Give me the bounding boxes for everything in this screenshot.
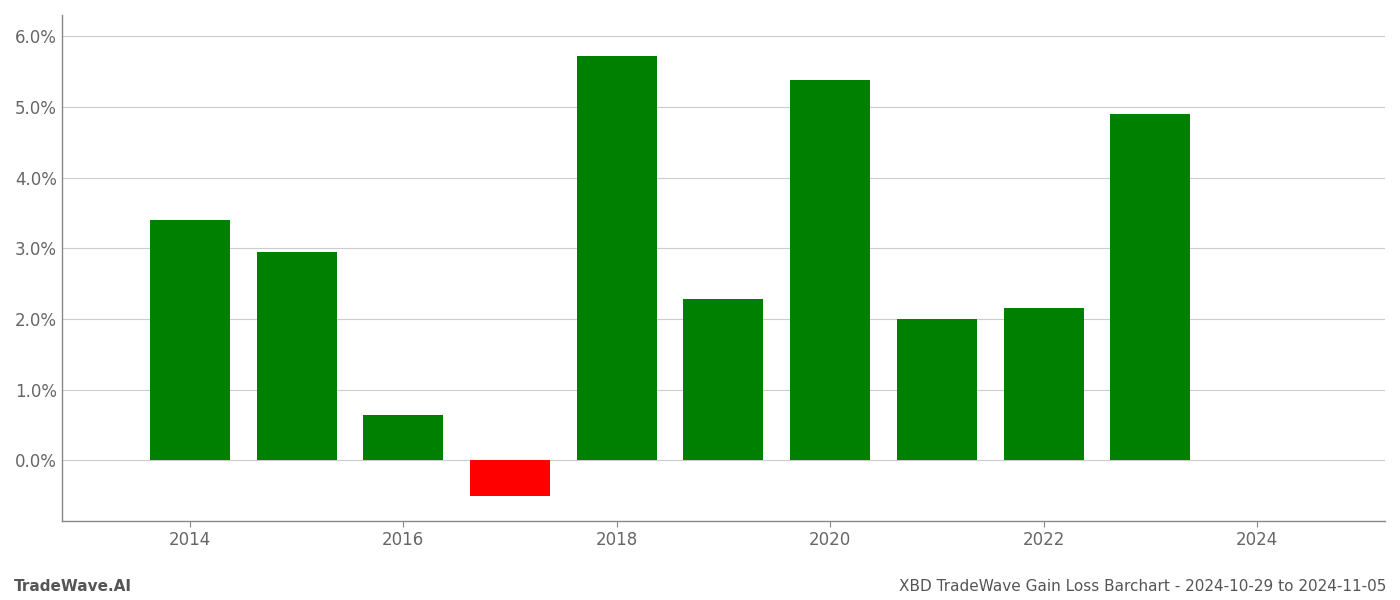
Text: XBD TradeWave Gain Loss Barchart - 2024-10-29 to 2024-11-05: XBD TradeWave Gain Loss Barchart - 2024-… <box>899 579 1386 594</box>
Bar <box>256 252 336 460</box>
Text: TradeWave.AI: TradeWave.AI <box>14 579 132 594</box>
Bar <box>150 220 230 460</box>
Bar <box>470 460 550 496</box>
Bar <box>683 299 763 460</box>
Bar <box>577 56 657 460</box>
Bar <box>1110 114 1190 460</box>
Bar <box>1004 308 1084 460</box>
Bar <box>790 80 871 460</box>
Bar <box>364 415 444 460</box>
Bar <box>897 319 977 460</box>
